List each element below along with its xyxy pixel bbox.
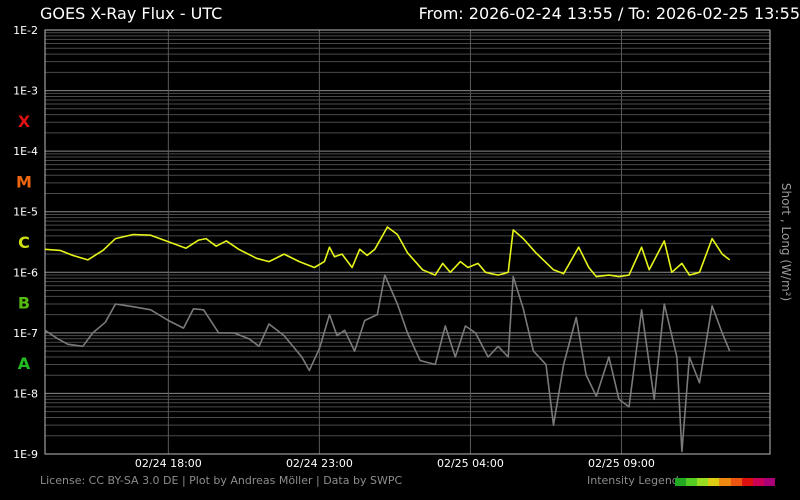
x-tick-label: 02/24 23:00 (286, 457, 353, 470)
intensity-legend-swatch (675, 478, 687, 486)
y-tick-label: 1E-9 (13, 448, 38, 461)
y-tick-label: 1E-5 (13, 206, 38, 219)
series-lines (44, 226, 731, 453)
intensity-legend-swatch (752, 478, 764, 486)
x-tick-label: 02/25 09:00 (588, 457, 655, 470)
intensity-legend-label: Intensity Legend (587, 474, 679, 487)
series-line-short (44, 274, 731, 453)
intensity-legend-swatch (697, 478, 709, 486)
x-tick-label: 02/24 18:00 (135, 457, 202, 470)
y-axis-label: Short , Long (W/m²) (779, 183, 793, 301)
credits: License: CC BY-SA 3.0 DE | Plot by Andre… (40, 474, 403, 487)
flare-class-labels: A B C M X (16, 112, 32, 373)
intensity-legend-swatch (741, 478, 753, 486)
y-tick-labels: 1E-9 1E-8 1E-7 1E-6 1E-5 1E-4 1E-3 1E-2 (13, 24, 38, 461)
chart-title: GOES X-Ray Flux - UTC (40, 4, 223, 23)
y-tick-label: 1E-6 (13, 266, 38, 279)
y-tick-label: 1E-8 (13, 387, 38, 400)
flare-class-x: X (18, 112, 31, 131)
intensity-legend-swatch (730, 478, 742, 486)
y-tick-label: 1E-7 (13, 327, 38, 340)
y-tick-label: 1E-2 (13, 24, 38, 37)
x-tick-labels: 02/24 18:00 02/24 23:00 02/25 04:00 02/25 0… (135, 457, 655, 470)
intensity-legend-swatch (686, 478, 698, 486)
flare-class-m: M (16, 172, 32, 191)
intensity-legend-bar (675, 478, 775, 486)
grid (45, 32, 770, 455)
intensity-legend-swatch (719, 478, 731, 486)
series-line-long (44, 226, 731, 278)
flare-class-c: C (18, 233, 30, 252)
flare-class-b: B (18, 294, 30, 313)
intensity-legend-swatch (763, 478, 775, 486)
time-range: From: 2026-02-24 13:55 / To: 2026-02-25 … (418, 4, 800, 23)
intensity-legend-swatch (708, 478, 720, 486)
plot-frame (44, 29, 771, 455)
flare-class-a: A (18, 354, 31, 373)
x-tick-label: 02/25 04:00 (437, 457, 504, 470)
y-tick-label: 1E-4 (13, 145, 38, 158)
y-tick-label: 1E-3 (13, 85, 38, 98)
